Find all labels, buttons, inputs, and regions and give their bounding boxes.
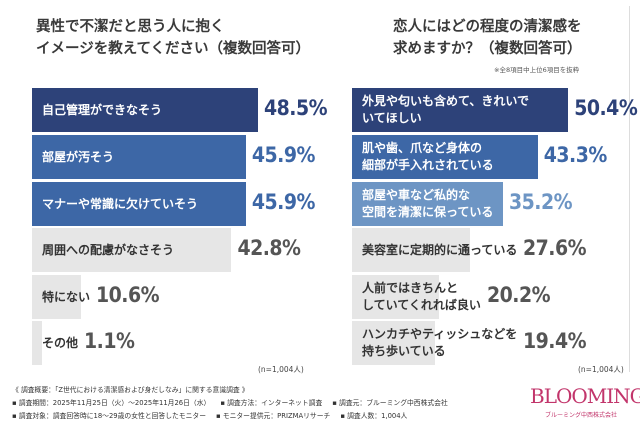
- bar-value-label: 45.9%: [251, 143, 316, 167]
- category-line: 外見や匂いも含めて、きれいで: [362, 94, 530, 108]
- category-line: 周囲への配慮がなさそう: [42, 242, 175, 257]
- bar-category-label: その他: [42, 335, 78, 352]
- bar-category-label: マナーや常識に欠けていそう: [42, 196, 198, 213]
- survey-target: ▪ 調査対象：調査回答時に18～29歳の女性と回答したモニター: [12, 412, 206, 420]
- bar: 周囲への配慮がなさそう: [32, 228, 232, 272]
- right-sample-size: (n=1,004人): [578, 365, 624, 374]
- bar-value-label: 20.2%: [487, 283, 551, 307]
- bar: 部屋や車など私的な空間を清潔に保っている: [352, 182, 503, 226]
- category-line: していてくれれば良い: [362, 298, 481, 312]
- category-line: 自己管理ができなそう: [42, 102, 163, 117]
- bar-category-label: 部屋が汚そう: [42, 149, 114, 166]
- bar: マナーや常識に欠けていそう: [32, 182, 246, 226]
- bar-value-label: 50.4%: [574, 96, 638, 120]
- survey-count: ▪ 調査人数：1,004人: [340, 412, 408, 420]
- bar-category-label: 周囲への配慮がなさそう: [42, 242, 174, 259]
- right-title-line: 恋人にはどの程度の清潔感を: [393, 19, 582, 35]
- footer-row: ▪ 調査対象：調査回答時に18～29歳の女性と回答したモニター ▪ モニター提供…: [12, 410, 407, 420]
- bar-category-label: 外見や匂いも含めて、きれいで いてほしい: [362, 93, 529, 127]
- bar-category-label: 美容室に定期的に通っている: [362, 242, 517, 259]
- bar: 肌や歯、爪など身体の 細部が手入れされている: [352, 135, 538, 179]
- bar-value-label: 35.2%: [509, 190, 573, 214]
- bar: ハンカチやティッシュなどを 持ち歩いている: [352, 321, 517, 365]
- category-line: 細部が手入れされている: [362, 158, 494, 172]
- left-sample-size: (n=1,004人): [258, 365, 304, 374]
- chart-frame: [8, 6, 630, 372]
- bar-value-label: 42.8%: [237, 236, 301, 260]
- bar: 外見や匂いも含めて、きれいで いてほしい: [352, 88, 569, 132]
- bar: その他: [32, 321, 78, 365]
- bar-value-label: 48.5%: [264, 96, 328, 120]
- bar-category-label: 部屋や車など私的な空間を清潔に保っている: [362, 187, 493, 221]
- left-title-line: 異性で不潔だと思う人に抱く: [36, 19, 225, 35]
- survey-method: ▪ 調査方法：インターネット調査: [220, 399, 323, 407]
- bar-value-label: 19.4%: [523, 329, 587, 353]
- category-line: 特にない: [42, 289, 91, 304]
- survey-period: ▪ 調査期間：2025年11月25日（火）～2025年11月26日（水）: [12, 399, 211, 407]
- left-chart-title: 異性で不潔だと思う人に抱く イメージを教えてください（複数回答可）: [36, 16, 310, 60]
- category-line: マナーや常識に欠けていそう: [42, 196, 199, 211]
- blooming-logo: BLOOMING: [530, 384, 640, 408]
- bar: 部屋が汚そう: [32, 135, 246, 179]
- bar-category-label: 特にない: [42, 289, 90, 306]
- bar-value-label: 10.6%: [96, 283, 160, 307]
- bar-category-label: 人前ではきちんとしていてくれれば良い: [362, 280, 481, 314]
- right-chart-subtitle: ※全8項目中上位6項目を抜粋: [494, 66, 580, 74]
- category-line: 部屋や車など私的な: [362, 188, 471, 202]
- right-title-line: 求めますか？（複数回答可）: [393, 41, 582, 57]
- category-line: 肌や歯、爪など身体の: [362, 141, 483, 155]
- category-line: 持ち歩いている: [362, 344, 446, 358]
- bar: 人前ではきちんとしていてくれれば良い: [352, 275, 481, 319]
- survey-provider: ▪ モニター提供元：PRIZMAリサーチ: [216, 412, 331, 420]
- bar-category-label: 肌や歯、爪など身体の 細部が手入れされている: [362, 140, 494, 174]
- blooming-logo-subtext: ブルーミング中西株式会社: [545, 412, 618, 419]
- left-title-line: イメージを教えてください（複数回答可）: [36, 41, 311, 57]
- category-line: 美容室に定期的に通っている: [362, 242, 518, 257]
- survey-organizer: ▪ 調査元：ブルーミング中西株式会社: [332, 399, 448, 407]
- bar-value-label: 1.1%: [84, 329, 135, 353]
- survey-overview: 《 調査概要：「Z世代における清潔感および身だしなみ」に関する意識調査 》: [12, 386, 249, 394]
- footer-row: ▪ 調査期間：2025年11月25日（火）～2025年11月26日（水） ▪ 調…: [12, 397, 448, 407]
- bar-value-label: 43.3%: [543, 143, 608, 167]
- bar: 美容室に定期的に通っている: [352, 228, 517, 272]
- category-line: 人前ではきちんと: [362, 281, 459, 295]
- bar: 特にない: [32, 275, 90, 319]
- bar-category-label: ハンカチやティッシュなどを 持ち歩いている: [362, 326, 517, 360]
- category-line: その他: [42, 335, 79, 350]
- bar-value-label: 27.6%: [523, 236, 587, 260]
- category-line: 空間を清潔に保っている: [362, 205, 494, 219]
- footer-row: 《 調査概要：「Z世代における清潔感および身だしなみ」に関する意識調査 》: [12, 384, 249, 394]
- right-chart-title: 恋人にはどの程度の清潔感を 求めますか？（複数回答可）: [393, 16, 582, 60]
- category-line: ハンカチやティッシュなどを: [362, 327, 518, 341]
- category-line: いてほしい: [362, 111, 422, 125]
- bar-value-label: 45.9%: [251, 190, 316, 214]
- bar: 自己管理ができなそう: [32, 88, 258, 132]
- bar-category-label: 自己管理ができなそう: [42, 102, 162, 119]
- category-line: 部屋が汚そう: [42, 149, 115, 164]
